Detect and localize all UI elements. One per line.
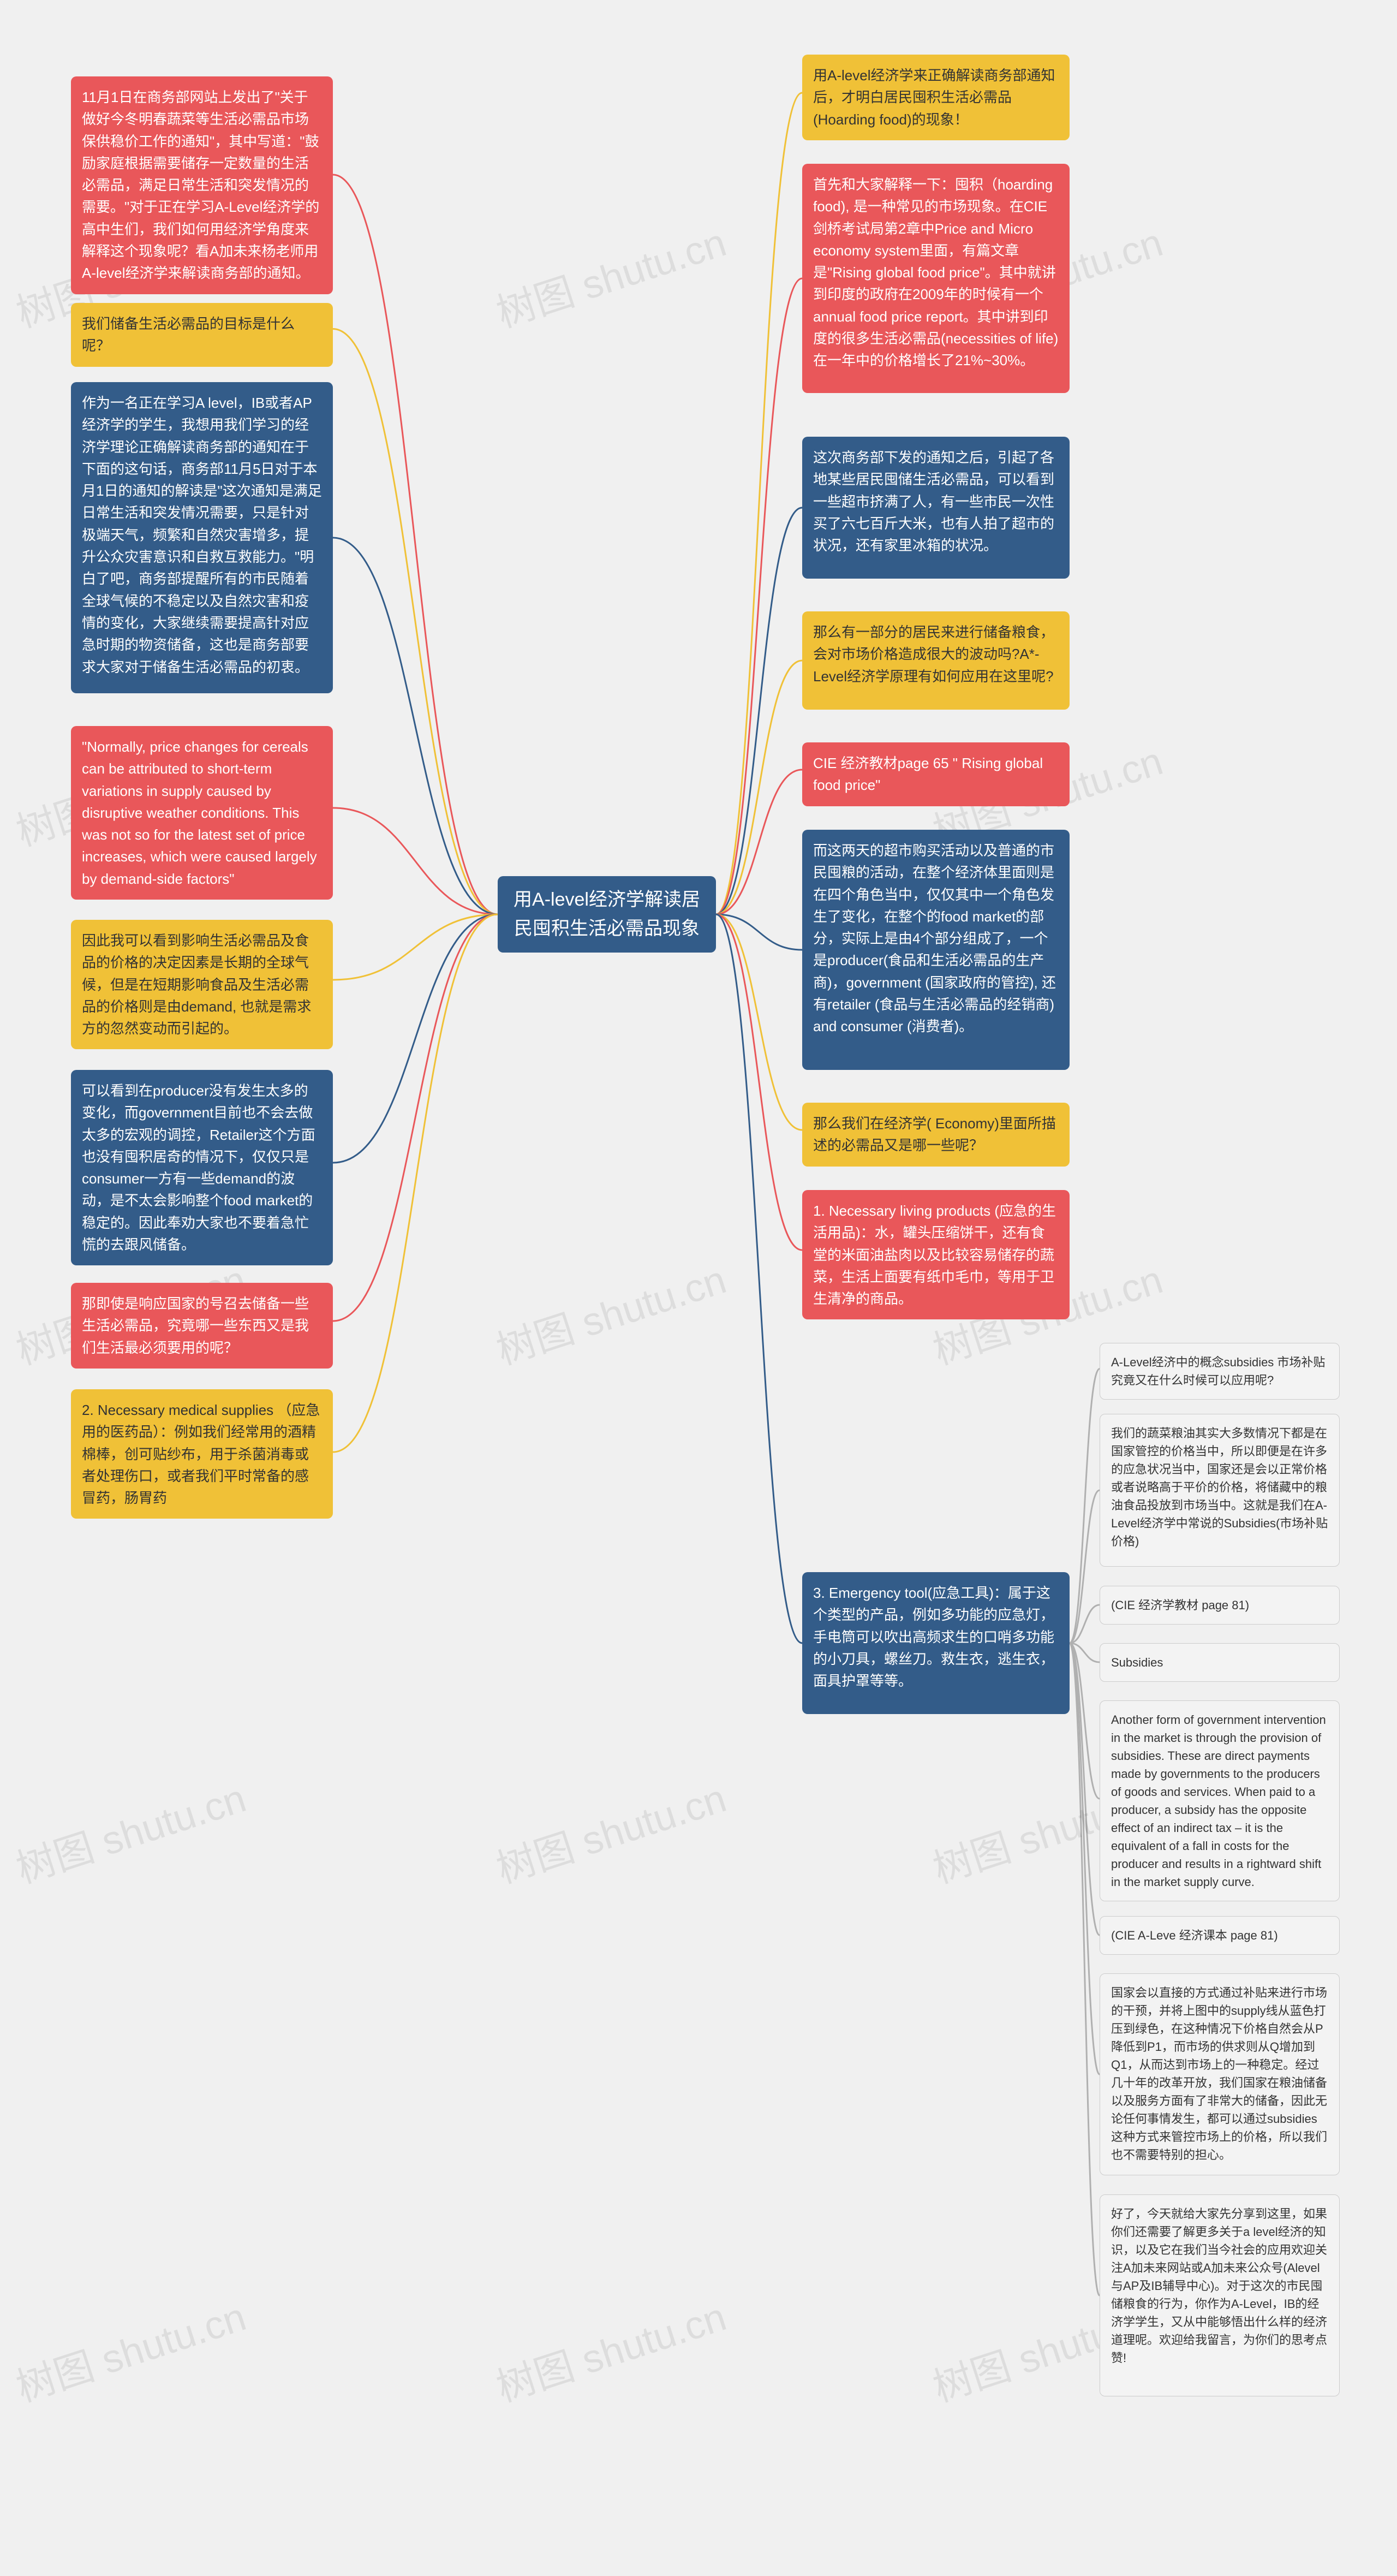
node-s6-text: (CIE A-Leve 经济课本 page 81): [1111, 1929, 1278, 1942]
node-r9: 3. Emergency tool(应急工具)：属于这个类型的产品，例如多功能的…: [802, 1572, 1070, 1714]
mindmap-canvas: 用A-level经济学解读居民囤积生活必需品现象 树图 shutu.cn 树图 s…: [0, 0, 1397, 2576]
center-node-text: 用A-level经济学解读居民囤积生活必需品现象: [509, 885, 705, 943]
node-l7-text: 那即使是响应国家的号召去储备一些生活必需品，究竟哪一些东西又是我们生活最必须要用…: [82, 1295, 309, 1356]
node-l4-text: "Normally, price changes for cereals can…: [82, 739, 317, 887]
node-s3: (CIE 经济学教材 page 81): [1100, 1586, 1340, 1625]
watermark: 树图 shutu.cn: [488, 210, 732, 338]
node-r8: 1. Necessary living products (应急的生活用品)：水…: [802, 1190, 1070, 1319]
node-r3-text: 这次商务部下发的通知之后，引起了各地某些居民囤储生活必需品，可以看到一些超市挤满…: [813, 449, 1054, 554]
node-s4: Subsidies: [1100, 1643, 1340, 1682]
node-l8: 2. Necessary medical supplies （应急用的医药品）：…: [71, 1389, 333, 1519]
node-r6-text: 而这两天的超市购买活动以及普通的市民囤粮的活动，在整个经济体里面则是在四个角色当…: [813, 842, 1056, 1034]
node-l1-text: 11月1日在商务部网站上发出了"关于做好今冬明春蔬菜等生活必需品市场保供稳价工作…: [82, 89, 319, 281]
node-r7-text: 那么我们在经济学( Economy)里面所描述的必需品又是哪一些呢？: [813, 1115, 1056, 1153]
node-r9-text: 3. Emergency tool(应急工具)：属于这个类型的产品，例如多功能的…: [813, 1585, 1054, 1689]
node-r3: 这次商务部下发的通知之后，引起了各地某些居民囤储生活必需品，可以看到一些超市挤满…: [802, 437, 1070, 579]
node-s3-text: (CIE 经济学教材 page 81): [1111, 1598, 1249, 1612]
node-l2-text: 我们储备生活必需品的目标是什么呢？: [82, 316, 295, 354]
node-l1: 11月1日在商务部网站上发出了"关于做好今冬明春蔬菜等生活必需品市场保供稳价工作…: [71, 76, 333, 294]
node-s5-text: Another form of government intervention …: [1111, 1713, 1326, 1889]
node-s6: (CIE A-Leve 经济课本 page 81): [1100, 1916, 1340, 1955]
node-s4-text: Subsidies: [1111, 1656, 1163, 1669]
node-l3-text: 作为一名正在学习A level，IB或者AP经济学的学生，我想用我们学习的经济学…: [82, 395, 322, 675]
node-l5: 因此我可以看到影响生活必需品及食品的价格的决定因素是长期的全球气候，但是在短期影…: [71, 920, 333, 1049]
node-l5-text: 因此我可以看到影响生活必需品及食品的价格的决定因素是长期的全球气候，但是在短期影…: [82, 932, 311, 1037]
node-r1-text: 用A-level经济学来正确解读商务部通知后，才明白居民囤积生活必需品(Hoar…: [813, 67, 1055, 128]
node-s7-text: 国家会以直接的方式通过补贴来进行市场的干预，并将上图中的supply线从蓝色打压…: [1111, 1986, 1327, 2162]
node-s8-text: 好了，今天就给大家先分享到这里，如果你们还需要了解更多关于a level经济的知…: [1111, 2207, 1327, 2365]
node-l6-text: 可以看到在producer没有发生太多的变化，而government目前也不会去…: [82, 1082, 315, 1253]
node-r5-text: CIE 经济教材page 65 " Rising global food pri…: [813, 755, 1043, 793]
node-s1: A-Level经济中的概念subsidies 市场补贴究竟又在什么时候可以应用呢…: [1100, 1343, 1340, 1400]
node-l7: 那即使是响应国家的号召去储备一些生活必需品，究竟哪一些东西又是我们生活最必须要用…: [71, 1283, 333, 1369]
node-r4: 那么有一部分的居民来进行储备粮食，会对市场价格造成很大的波动吗?A*-Level…: [802, 611, 1070, 710]
node-s2-text: 我们的蔬菜粮油其实大多数情况下都是在国家管控的价格当中，所以即便是在许多的应急状…: [1111, 1426, 1328, 1548]
center-node: 用A-level经济学解读居民囤积生活必需品现象: [498, 876, 716, 953]
node-r1: 用A-level经济学来正确解读商务部通知后，才明白居民囤积生活必需品(Hoar…: [802, 55, 1070, 140]
node-s8: 好了，今天就给大家先分享到这里，如果你们还需要了解更多关于a level经济的知…: [1100, 2194, 1340, 2396]
node-l2: 我们储备生活必需品的目标是什么呢？: [71, 303, 333, 367]
node-l6: 可以看到在producer没有发生太多的变化，而government目前也不会去…: [71, 1070, 333, 1265]
node-s1-text: A-Level经济中的概念subsidies 市场补贴究竟又在什么时候可以应用呢…: [1111, 1355, 1325, 1387]
node-r2: 首先和大家解释一下：囤积（hoarding food), 是一种常见的市场现象。…: [802, 164, 1070, 393]
node-r8-text: 1. Necessary living products (应急的生活用品)：水…: [813, 1203, 1056, 1307]
node-l8-text: 2. Necessary medical supplies （应急用的医药品）：…: [82, 1402, 320, 1506]
watermark: 树图 shutu.cn: [488, 1766, 732, 1894]
node-r6: 而这两天的超市购买活动以及普通的市民囤粮的活动，在整个经济体里面则是在四个角色当…: [802, 830, 1070, 1070]
watermark: 树图 shutu.cn: [488, 2285, 732, 2413]
node-r5: CIE 经济教材page 65 " Rising global food pri…: [802, 742, 1070, 806]
node-l3: 作为一名正在学习A level，IB或者AP经济学的学生，我想用我们学习的经济学…: [71, 382, 333, 693]
watermark: 树图 shutu.cn: [488, 1247, 732, 1376]
node-r2-text: 首先和大家解释一下：囤积（hoarding food), 是一种常见的市场现象。…: [813, 176, 1058, 368]
node-s5: Another form of government intervention …: [1100, 1700, 1340, 1901]
node-r4-text: 那么有一部分的居民来进行储备粮食，会对市场价格造成很大的波动吗?A*-Level…: [813, 624, 1054, 685]
node-l4: "Normally, price changes for cereals can…: [71, 726, 333, 900]
node-s2: 我们的蔬菜粮油其实大多数情况下都是在国家管控的价格当中，所以即便是在许多的应急状…: [1100, 1414, 1340, 1567]
watermark: 树图 shutu.cn: [8, 1766, 252, 1894]
watermark: 树图 shutu.cn: [8, 2285, 252, 2413]
node-s7: 国家会以直接的方式通过补贴来进行市场的干预，并将上图中的supply线从蓝色打压…: [1100, 1973, 1340, 2175]
node-r7: 那么我们在经济学( Economy)里面所描述的必需品又是哪一些呢？: [802, 1103, 1070, 1167]
